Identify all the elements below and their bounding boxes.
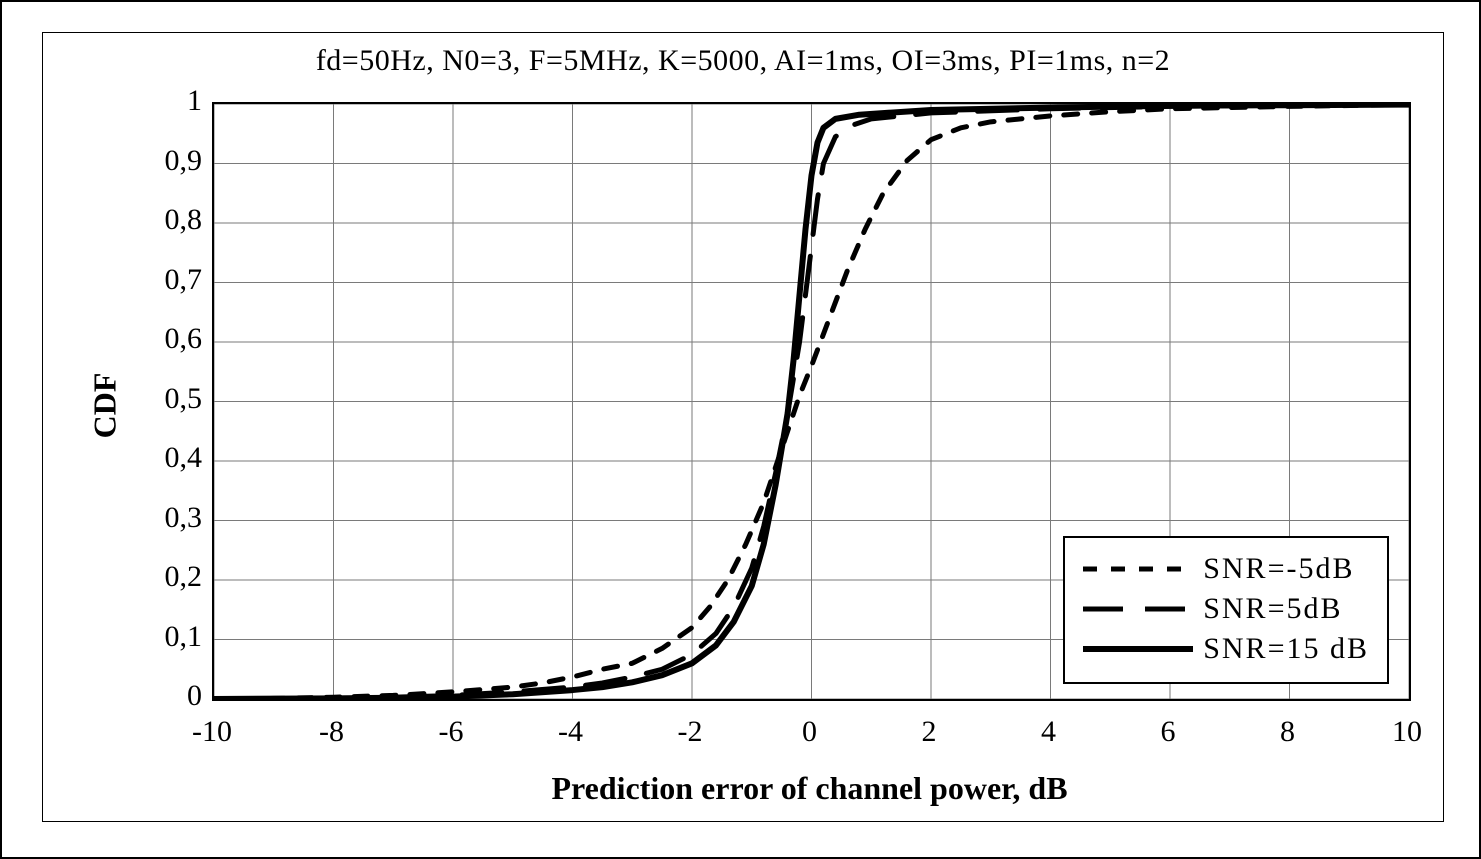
ytick-label: 0,5: [152, 382, 202, 416]
legend-swatch-snr-m5: [1083, 554, 1193, 584]
legend: SNR=-5dB SNR=5dB SNR=15 dB: [1063, 536, 1389, 684]
ytick-label: 0,8: [152, 203, 202, 237]
ytick-label: 0,9: [152, 144, 202, 178]
ytick-label: 0,7: [152, 263, 202, 297]
legend-label: SNR=5dB: [1203, 592, 1342, 626]
plot-area: SNR=-5dB SNR=5dB SNR=15 dB: [212, 102, 1411, 701]
ytick-label: 0,6: [152, 322, 202, 356]
xtick-label: 0: [802, 715, 817, 749]
legend-row: SNR=5dB: [1083, 592, 1369, 626]
xtick-label: -2: [678, 715, 703, 749]
chart-title: fd=50Hz, N0=3, F=5MHz, K=5000, AI=1ms, O…: [42, 44, 1444, 78]
x-axis-label: Prediction error of channel power, dB: [212, 770, 1407, 807]
ytick-label: 0,3: [152, 501, 202, 535]
xtick-label: -4: [558, 715, 583, 749]
ytick-label: 0,4: [152, 441, 202, 475]
figure-frame: fd=50Hz, N0=3, F=5MHz, K=5000, AI=1ms, O…: [0, 0, 1481, 859]
ytick-label: 0,2: [152, 560, 202, 594]
legend-swatch-snr-5: [1083, 594, 1193, 624]
legend-label: SNR=-5dB: [1203, 552, 1354, 586]
xtick-label: -10: [192, 715, 232, 749]
xtick-label: 2: [922, 715, 937, 749]
xtick-label: 4: [1041, 715, 1056, 749]
chart-container: fd=50Hz, N0=3, F=5MHz, K=5000, AI=1ms, O…: [42, 32, 1444, 822]
ytick-label: 1: [152, 84, 202, 118]
xtick-label: 10: [1392, 715, 1422, 749]
ytick-label: 0: [152, 679, 202, 713]
xtick-label: -8: [319, 715, 344, 749]
xtick-label: -6: [439, 715, 464, 749]
legend-row: SNR=15 dB: [1083, 632, 1369, 666]
ytick-label: 0,1: [152, 620, 202, 654]
legend-label: SNR=15 dB: [1203, 632, 1369, 666]
legend-row: SNR=-5dB: [1083, 552, 1369, 586]
xtick-label: 6: [1161, 715, 1176, 749]
xtick-label: 8: [1280, 715, 1295, 749]
legend-swatch-snr-15: [1083, 634, 1193, 664]
y-axis-label: CDF: [86, 373, 123, 439]
